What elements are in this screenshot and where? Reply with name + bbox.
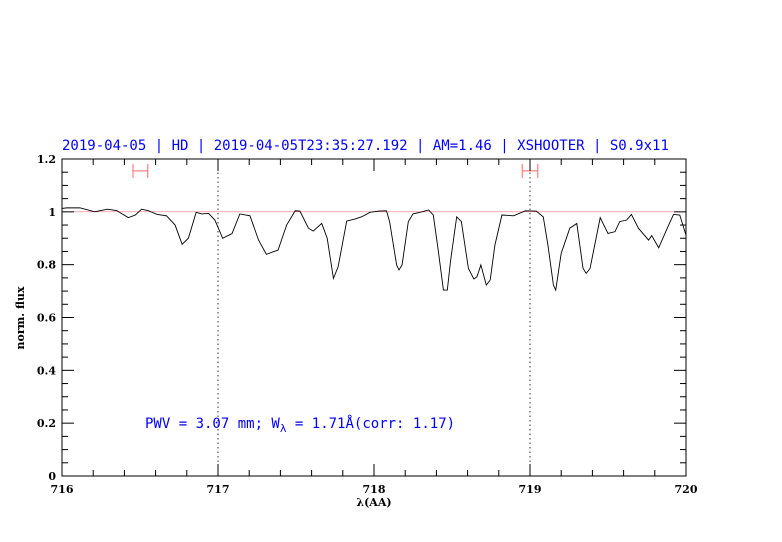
x-tick-label: 718 (363, 483, 386, 496)
y-tick-label: 0 (48, 470, 56, 483)
annotation-pre: PWV = 3.07 mm; W (145, 416, 280, 432)
y-tick-label: 0.2 (37, 417, 56, 430)
plot-area: 716 717 718 719 720 0 0.2 0.4 0.6 0.8 1 1.2 (37, 153, 698, 496)
pwv-annotation: PWV = 3.07 mm; Wλ = 1.71Å(corr: 1.17) (145, 415, 455, 435)
y-tick-label: 0.8 (37, 259, 56, 272)
spectrum-line (61, 207, 687, 292)
y-tick-label: 1 (48, 206, 56, 219)
x-tick-label: 716 (51, 483, 74, 496)
annotation-sub: λ (280, 422, 287, 435)
annotation-post: = 1.71Å(corr: 1.17) (286, 415, 455, 432)
x-axis-label: λ(AA) (356, 496, 391, 509)
x-tick-label: 719 (519, 483, 542, 496)
x-tick-label: 720 (675, 483, 698, 496)
x-tick-label: 717 (207, 483, 230, 496)
y-tick-label: 0.6 (37, 312, 56, 325)
y-axis-label: norm. flux (14, 286, 27, 349)
chart-title: 2019-04-05 | HD | 2019-04-05T23:35:27.19… (62, 138, 669, 154)
y-tick-label: 0.4 (37, 364, 56, 377)
y-tick-label: 1.2 (37, 153, 56, 166)
